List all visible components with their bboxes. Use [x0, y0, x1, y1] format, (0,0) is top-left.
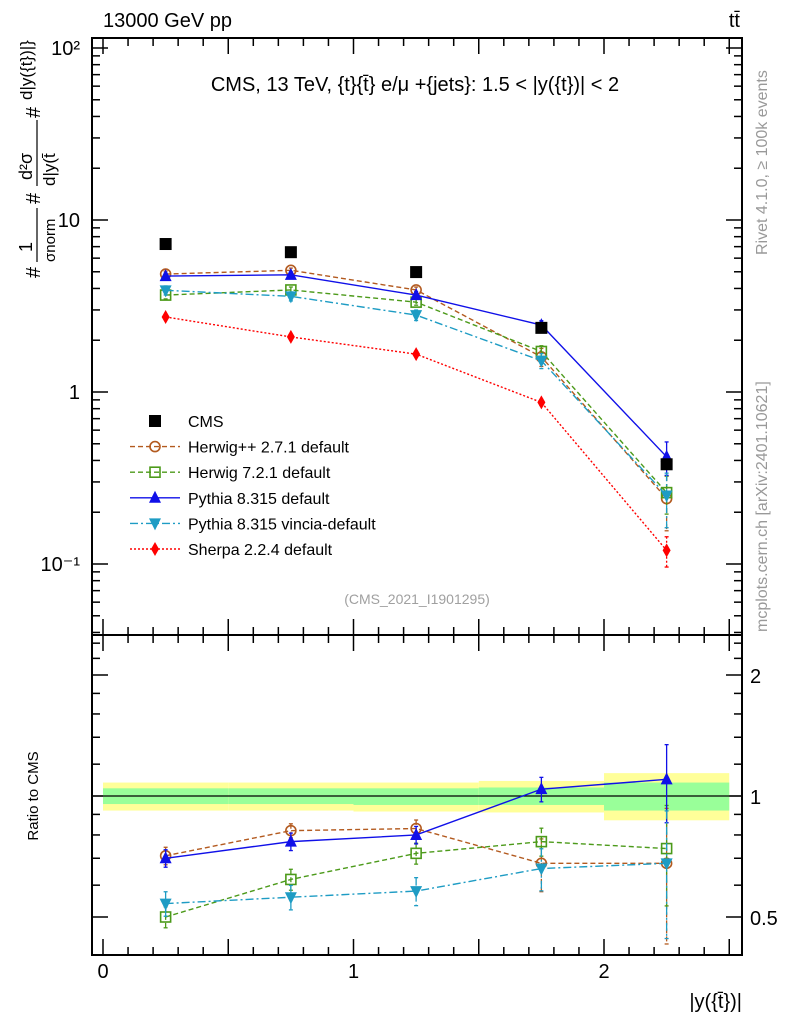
y-tick-label: 1 [69, 382, 80, 404]
y-tick-label: 10 [58, 210, 80, 232]
main-series-pythia-8-315-vincia-default [159, 285, 673, 529]
y-label-hash-2: # [23, 192, 45, 204]
y-tick-label: 10⁻¹ [41, 554, 81, 576]
y-axis-label: # 1 σnorm # d²σ d|y(t̄ # d|y({t})|} [16, 40, 59, 278]
y-label-hash: # [23, 266, 45, 278]
legend-entry: Pythia 8.315 default [130, 490, 330, 508]
rivet-version-label: Rivet 4.1.0, ≥ 100k events [754, 70, 771, 255]
legend-label: Pythia 8.315 vincia-default [188, 516, 376, 533]
x-axis-label: |y({t̄})| [689, 991, 742, 1013]
header-process: 13000 GeV pp [103, 10, 232, 32]
legend-label: Herwig 7.2.1 default [188, 465, 331, 482]
ratio-point-pythia-8-315-vincia-default [410, 886, 423, 899]
legend-label: Pythia 8.315 default [188, 491, 330, 508]
main-point-sherpa-2-2-4-default [537, 395, 546, 410]
ratio-point-herwig-7-2-1-default [410, 847, 422, 860]
ratio-point-pythia-8-315-vincia-default [284, 892, 297, 905]
y-label-frac1-den: σnorm [42, 219, 59, 262]
ratio-line-pythia-8-315-vincia-default [165, 862, 667, 905]
main-point-sherpa-2-2-4-default [412, 347, 421, 362]
legend-marker [149, 415, 161, 427]
ratio-series-pythia-8-315-default [159, 743, 673, 868]
ratio-point-pythia-8-315-vincia-default [159, 898, 172, 911]
mcplots-label: mcplots.cern.ch [arXiv:2401.10621] [754, 381, 771, 632]
uncertainty-band-inner [353, 788, 479, 805]
y-label-frac1-num: 1 [16, 242, 36, 252]
main-point-pythia-8-315-vincia-default [660, 490, 673, 503]
ratio-series-pythia-8-315-vincia-default [159, 810, 673, 940]
ratio-point-pythia-8-315-default [535, 782, 548, 795]
ratio-plot-frame [91, 634, 743, 956]
legend-entry: CMS [149, 414, 224, 431]
main-point-cms [284, 246, 297, 259]
legend-label: CMS [188, 414, 224, 431]
ratio-y-axis-label: Ratio to CMS [25, 751, 42, 840]
main-point-pythia-8-315-vincia-default [410, 310, 423, 323]
y-label-frac2-num: d²σ [16, 153, 36, 180]
legend-label: Sherpa 2.2.4 default [188, 542, 333, 559]
legend-label: Herwig++ 2.7.1 default [188, 440, 350, 457]
legend-marker [149, 440, 161, 453]
ratio-point-pythia-8-315-default [410, 827, 423, 840]
x-tick-label: 0 [97, 961, 108, 983]
legend-entry: Sherpa 2.2.4 default [130, 542, 333, 559]
ratio-point-pythia-8-315-default [284, 834, 297, 847]
ratio-y-tick-label: 2 [750, 666, 761, 688]
ratio-y-tick-label: 1 [750, 787, 761, 809]
main-point-pythia-8-315-default [410, 288, 423, 301]
main-series-cms [159, 238, 673, 471]
ratio-point-herwig-7-2-1-default [535, 835, 548, 848]
legend-marker [149, 518, 161, 531]
header-final-state: tt̄ [729, 10, 741, 32]
ratio-point-pythia-8-315-vincia-default [535, 863, 548, 876]
legend-entry: Herwig++ 2.7.1 default [130, 440, 350, 457]
ratio-point-pythia-8-315-default [660, 772, 673, 785]
y-label-frac2-den: d|y(t̄ [40, 153, 59, 186]
main-point-cms [660, 458, 673, 471]
ratio-point-pythia-8-315-default [159, 851, 172, 864]
y-label-tail: d|y({t})|} [17, 40, 36, 100]
x-tick-label: 1 [348, 961, 359, 983]
main-point-pythia-8-315-vincia-default [535, 355, 548, 368]
main-point-pythia-8-315-vincia-default [284, 291, 297, 304]
y-label-hash-3: # [23, 106, 45, 118]
legend-marker [149, 490, 161, 503]
legend-marker [149, 466, 161, 479]
ratio-line-herwig-2-7-1-default [165, 827, 667, 865]
plot-title: CMS, 13 TeV, {t}{t̄} e/μ +{jets}: 1.5 < … [211, 74, 619, 96]
main-point-sherpa-2-2-4-default [161, 309, 170, 324]
ratio-point-herwig-7-2-1-default [285, 873, 297, 886]
main-point-sherpa-2-2-4-default [286, 329, 295, 344]
y-tick-label: 10² [51, 38, 80, 60]
main-series-sherpa-2-2-4-default [161, 309, 671, 568]
main-point-cms [410, 266, 423, 279]
main-point-pythia-8-315-vincia-default [159, 285, 172, 298]
main-point-cms [159, 238, 172, 251]
x-tick-label: 2 [598, 961, 609, 983]
ratio-y-tick-label: 0.5 [750, 908, 778, 930]
main-point-pythia-8-315-default [159, 269, 172, 282]
legend-entry: Herwig 7.2.1 default [130, 465, 331, 482]
ratio-point-pythia-8-315-vincia-default [660, 858, 673, 871]
analysis-watermark: (CMS_2021_I1901295) [344, 591, 490, 607]
main-point-pythia-8-315-default [284, 267, 297, 280]
main-point-cms [535, 321, 548, 334]
main-point-sherpa-2-2-4-default [662, 543, 671, 558]
legend-entry: Pythia 8.315 vincia-default [130, 516, 376, 533]
legend-marker [151, 542, 159, 556]
